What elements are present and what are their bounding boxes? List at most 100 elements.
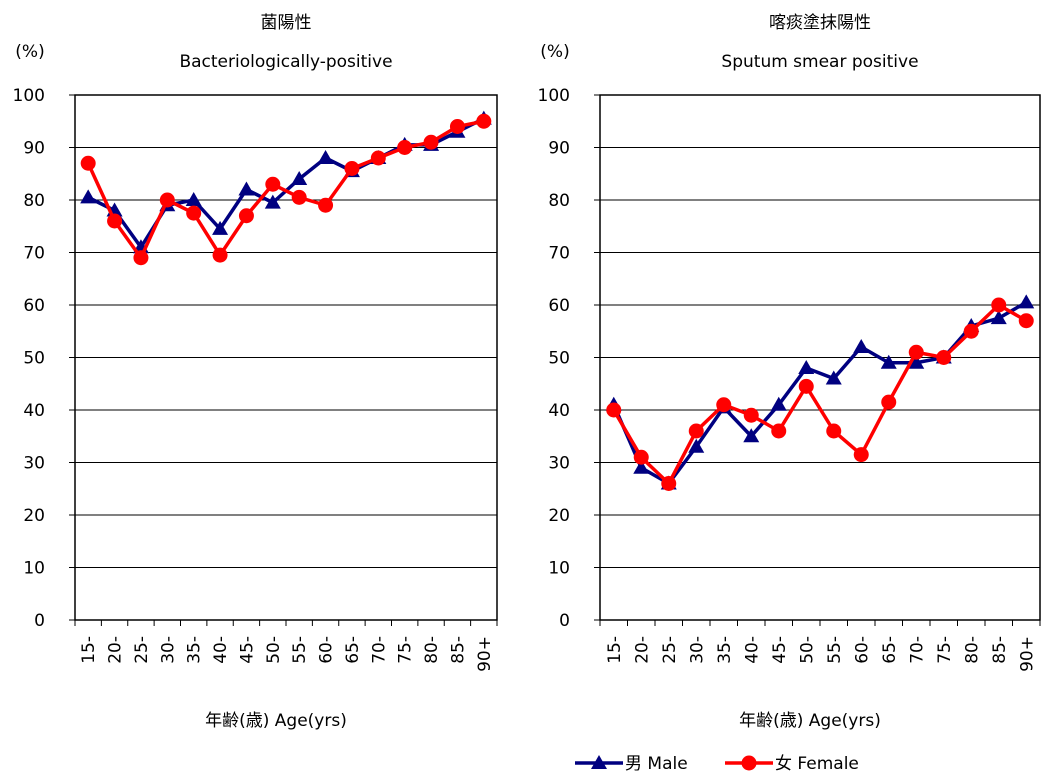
x-axis-label: 年齢(歳) Age(yrs)	[739, 711, 881, 731]
marker	[770, 396, 787, 411]
x-tick-label: 30-	[158, 636, 178, 664]
marker	[80, 189, 97, 204]
marker	[880, 354, 897, 369]
marker	[291, 189, 307, 205]
marker	[476, 113, 492, 129]
marker	[80, 155, 96, 171]
x-tick-label: 70-	[369, 636, 389, 664]
marker	[688, 438, 705, 453]
y-tick-label: 100	[538, 86, 570, 106]
legend-marker	[591, 755, 607, 769]
marker	[397, 140, 413, 155]
y-tick-label: 80	[23, 191, 45, 211]
x-tick-label: 90+	[475, 636, 495, 672]
series-line	[612, 302, 1028, 487]
marker	[107, 213, 123, 229]
x-tick-label: 75-	[396, 636, 416, 664]
marker	[798, 378, 814, 394]
marker	[881, 394, 897, 410]
x-tick-label: 45-	[237, 636, 257, 664]
y-tick-label: 40	[23, 401, 45, 421]
y-axis-label: (%)	[15, 42, 44, 62]
x-tick-label: 35-	[715, 636, 735, 664]
marker	[716, 397, 732, 413]
series-line	[86, 119, 485, 262]
x-tick-label: 70-	[907, 636, 927, 664]
marker	[963, 323, 979, 339]
marker	[743, 407, 759, 423]
marker	[370, 150, 386, 166]
x-tick-label: 65-	[343, 636, 363, 664]
legend-marker	[741, 755, 757, 771]
x-tick-label: 55-	[825, 636, 845, 664]
x-tick-label: 65-	[880, 636, 900, 664]
marker	[633, 449, 649, 465]
y-tick-label: 100	[13, 86, 45, 106]
x-tick-label: 80-	[422, 636, 442, 664]
x-tick-label: 50-	[797, 636, 817, 664]
marker	[633, 459, 650, 474]
y-tick-label: 0	[559, 611, 570, 631]
x-tick-label: 80-	[962, 636, 982, 664]
marker	[606, 402, 622, 418]
marker	[449, 119, 465, 134]
y-tick-label: 60	[548, 296, 570, 316]
x-tick-label: 25-	[132, 636, 152, 664]
legend-label: 男 Male	[625, 754, 688, 774]
marker	[688, 423, 704, 439]
x-tick-label: 85-	[448, 636, 468, 664]
series-line	[612, 300, 1028, 486]
y-tick-label: 40	[548, 401, 570, 421]
chart-subtitle: Bacteriologically-positive	[179, 52, 392, 72]
x-tick-label: 45-	[770, 636, 790, 664]
marker	[908, 354, 925, 369]
y-tick-label: 50	[548, 349, 570, 369]
x-tick-label: 15-	[605, 636, 625, 664]
y-tick-label: 10	[548, 559, 570, 579]
x-tick-label: 75-	[935, 636, 955, 664]
y-tick-label: 0	[34, 611, 45, 631]
marker	[798, 360, 815, 374]
marker	[238, 181, 255, 196]
x-tick-label: 50-	[264, 636, 284, 664]
marker	[908, 344, 924, 360]
marker	[936, 350, 952, 365]
marker	[318, 197, 334, 213]
chart-title: 喀痰塗抹陽性	[769, 12, 871, 33]
marker	[344, 161, 360, 176]
marker	[990, 310, 1007, 325]
x-tick-label: 30-	[687, 636, 707, 664]
x-tick-label: 60-	[317, 636, 337, 664]
series-line	[87, 117, 485, 251]
marker	[853, 339, 870, 353]
marker	[185, 192, 202, 206]
x-tick-label: 60-	[852, 636, 872, 664]
x-tick-label: 35-	[185, 636, 205, 664]
y-tick-label: 10	[23, 559, 45, 579]
marker	[317, 150, 334, 164]
marker	[265, 176, 281, 192]
chart-title: 菌陽性	[261, 13, 312, 33]
x-tick-label: 55-	[290, 636, 310, 664]
y-tick-label: 90	[23, 139, 45, 159]
marker	[264, 194, 281, 209]
x-tick-label: 25-	[660, 636, 680, 664]
x-axis-label: 年齢(歳) Age(yrs)	[205, 711, 347, 731]
x-tick-label: 15-	[79, 636, 99, 664]
x-tick-label: 40-	[742, 636, 762, 664]
marker	[771, 423, 787, 439]
x-tick-label: 40-	[211, 636, 231, 664]
y-tick-label: 20	[23, 506, 45, 526]
marker	[991, 297, 1007, 313]
x-tick-label: 20-	[106, 636, 126, 664]
marker	[743, 428, 760, 443]
x-tick-label: 85-	[990, 636, 1010, 664]
y-tick-label: 70	[23, 244, 45, 264]
y-tick-label: 30	[548, 454, 570, 474]
y-tick-label: 90	[548, 139, 570, 159]
y-tick-label: 20	[548, 506, 570, 526]
y-tick-label: 30	[23, 454, 45, 474]
marker	[1018, 313, 1034, 329]
y-tick-label: 70	[548, 244, 570, 264]
y-axis-label: (%)	[540, 42, 569, 62]
